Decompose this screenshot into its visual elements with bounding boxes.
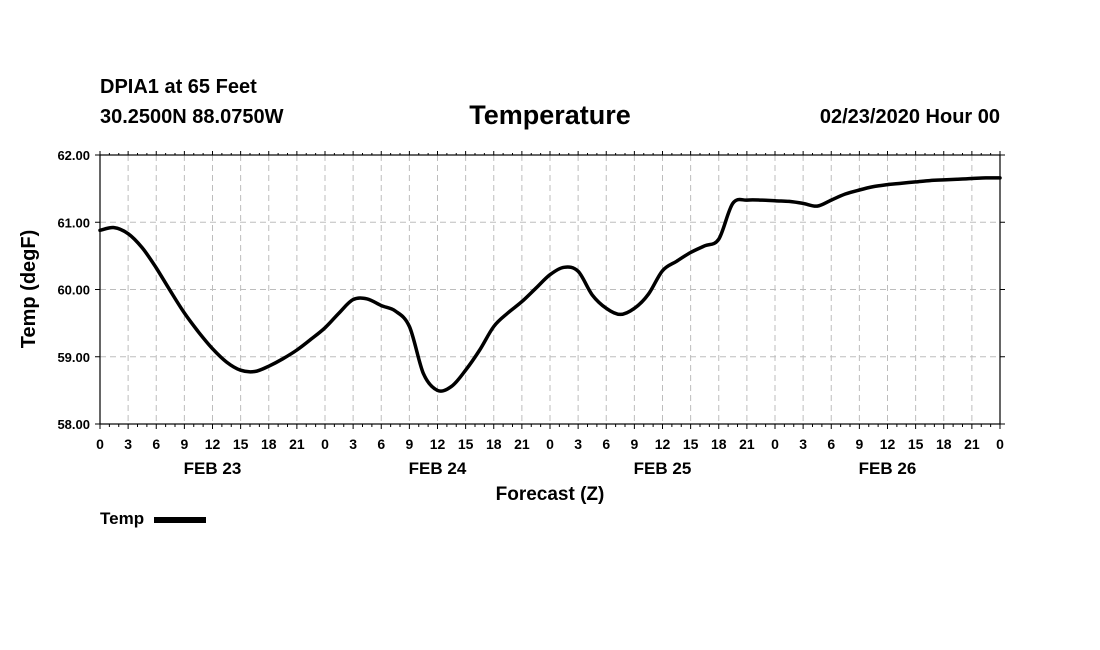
x-tick-label: 3	[349, 436, 357, 452]
x-tick-label: 21	[514, 436, 530, 452]
day-label: FEB 23	[184, 459, 242, 478]
x-tick-label: 18	[486, 436, 502, 452]
x-tick-label: 0	[771, 436, 779, 452]
legend-label-temp: Temp	[100, 509, 145, 528]
x-tick-label: 12	[430, 436, 446, 452]
x-tick-label: 3	[799, 436, 807, 452]
x-tick-label: 21	[289, 436, 305, 452]
legend: Temp	[100, 509, 207, 529]
y-tick-label: 59.00	[57, 350, 90, 365]
x-tick-label: 15	[908, 436, 924, 452]
x-tick-label: 3	[574, 436, 582, 452]
y-axis-label: Temp (degF)	[18, 230, 40, 349]
x-tick-label: 0	[996, 436, 1004, 452]
x-tick-label: 12	[655, 436, 671, 452]
x-tick-label: 15	[683, 436, 699, 452]
series-layer	[98, 176, 1002, 393]
x-tick-label: 18	[936, 436, 952, 452]
y-axis: 58.00 59.00 60.00 61.00 62.00	[57, 148, 1005, 432]
x-tick-label: 9	[180, 436, 188, 452]
x-tick-label: 15	[233, 436, 249, 452]
x-tick-label: 3	[124, 436, 132, 452]
grid-lines	[100, 155, 1000, 424]
x-tick-label: 0	[321, 436, 329, 452]
day-label: FEB 26	[859, 459, 917, 478]
x-tick-label: 6	[602, 436, 610, 452]
day-label: FEB 24	[409, 459, 467, 478]
x-axis-label: Forecast (Z)	[496, 484, 605, 505]
x-tick-label: 6	[377, 436, 385, 452]
coordinates-label: 30.2500N 88.0750W	[100, 106, 284, 128]
x-tick-label: 15	[458, 436, 474, 452]
x-tick-label: 6	[152, 436, 160, 452]
x-tick-label: 0	[96, 436, 104, 452]
x-tick-label: 9	[855, 436, 863, 452]
x-tick-label: 12	[205, 436, 221, 452]
x-tick-label: 21	[964, 436, 980, 452]
x-tick-label: 18	[711, 436, 727, 452]
x-axis: 0 3 6 9 12 15 18 21 0 3 6 9 12 15 18 21 0 3 6 9 12 15 18 21 0 3 6 9…	[96, 151, 1004, 478]
y-tick-label: 60.00	[57, 283, 90, 298]
x-tick-label: 9	[630, 436, 638, 452]
x-tick-label: 6	[827, 436, 835, 452]
y-tick-label: 62.00	[57, 148, 90, 163]
x-tick-label: 9	[405, 436, 413, 452]
y-tick-label: 58.00	[57, 417, 90, 432]
y-tick-label: 61.00	[57, 215, 90, 230]
series-line-temp	[98, 176, 1002, 393]
x-tick-label: 18	[261, 436, 277, 452]
x-tick-label: 0	[546, 436, 554, 452]
x-tick-label: 21	[739, 436, 755, 452]
x-tick-label: 12	[880, 436, 896, 452]
chart-title: Temperature	[469, 100, 631, 130]
station-label: DPIA1 at 65 Feet	[100, 76, 257, 98]
legend-swatch-temp	[154, 517, 207, 523]
run-time-label: 02/23/2020 Hour 00	[819, 106, 1000, 128]
day-label: FEB 25	[634, 459, 692, 478]
